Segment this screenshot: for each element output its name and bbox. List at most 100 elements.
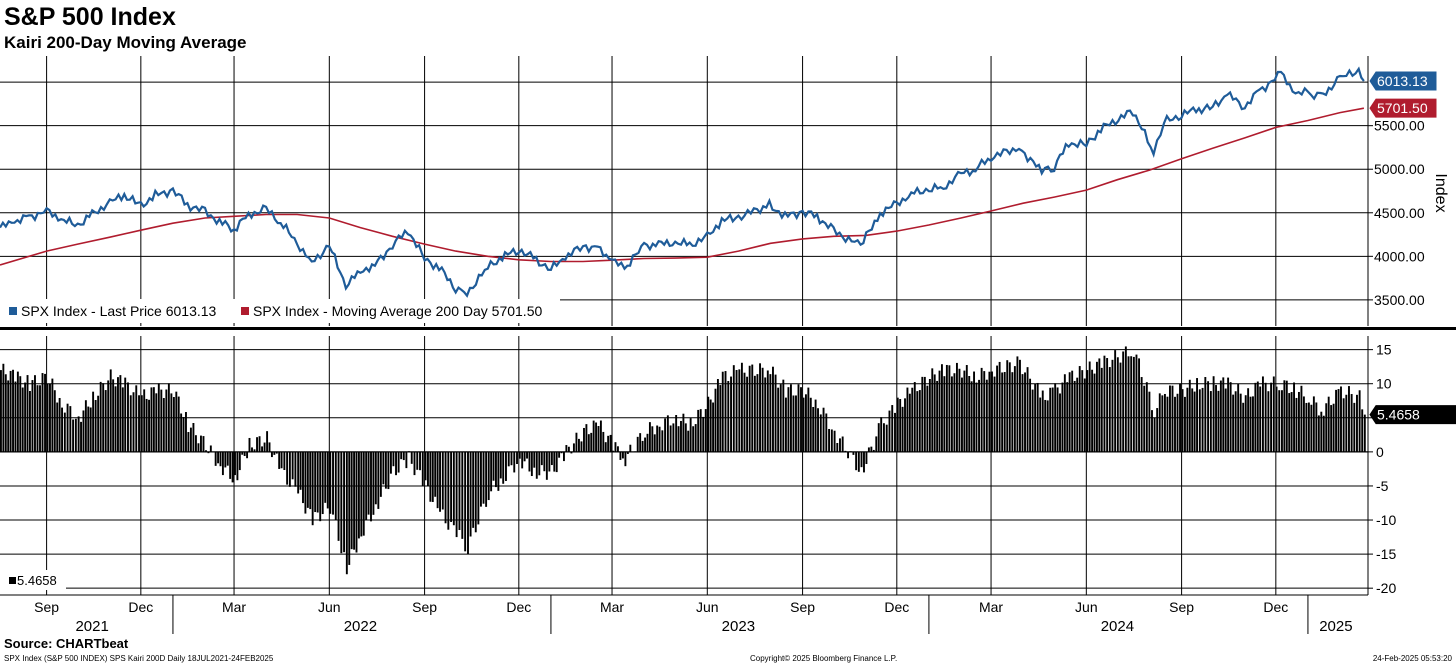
kairi-bar [641, 440, 644, 452]
kairi-bar [1026, 367, 1029, 452]
kairi-bar [1169, 385, 1171, 452]
kairi-bar [575, 432, 578, 452]
kairi-bar [1181, 389, 1184, 452]
kairi-bar [1307, 402, 1310, 452]
kairi-bar [666, 415, 669, 452]
kairi-bar [492, 451, 495, 481]
kairi-bar [1049, 387, 1052, 452]
kairi-bar [1217, 390, 1220, 452]
kairi-bar [28, 390, 31, 452]
kairi-bar [1130, 356, 1133, 452]
kairi-bar [140, 395, 143, 452]
kairi-bar [913, 382, 916, 452]
kairi-bar [291, 451, 294, 480]
kairi-bar [530, 451, 533, 477]
kairi-bar [616, 446, 619, 452]
kairi-bar [297, 451, 300, 494]
kairi-bar [1275, 386, 1278, 452]
kairi-bar [1254, 382, 1257, 452]
kairi-bar [461, 451, 464, 539]
kairi-bar [477, 451, 480, 525]
kairi-bar [852, 451, 855, 455]
kairi-bar [251, 447, 253, 452]
kairi-bar [207, 451, 210, 454]
kairi-bar [624, 451, 627, 467]
kairi-bar [400, 451, 403, 460]
kairi-bar [724, 371, 727, 452]
kairi-bar [1059, 393, 1061, 452]
kairi-bar [1356, 394, 1358, 452]
kairi-bar [875, 436, 878, 452]
kairi-bar [1124, 346, 1127, 452]
x-tick-label: Jun [1075, 599, 1098, 615]
kairi-bar [485, 451, 488, 507]
kairi-bar [405, 451, 408, 469]
kairi-bar [1191, 388, 1194, 452]
kairi-bar [69, 406, 72, 452]
kairi-bar [1068, 372, 1071, 452]
kairi-bar [253, 449, 256, 452]
kairi-bar [592, 420, 595, 452]
kairi-bar [495, 451, 497, 488]
kairi-bar [413, 451, 416, 476]
kairi-bar [1272, 376, 1275, 452]
kairi-bar [197, 443, 200, 452]
kairi-bar [797, 384, 800, 452]
kairi-bar [896, 397, 899, 452]
kairi-bar [814, 399, 817, 452]
kairi-bar [1300, 385, 1303, 452]
kairi-bar [326, 451, 329, 509]
kairi-bar [455, 451, 458, 538]
kairi-bar [241, 451, 244, 455]
kairi-bar [337, 451, 340, 541]
kairi-bar [1145, 382, 1148, 452]
kairi-bar [1103, 355, 1106, 452]
kairi-bar [382, 451, 385, 485]
kairi-bar [639, 433, 642, 452]
x-year-label: 2025 [1319, 618, 1352, 635]
kairi-bar [548, 451, 551, 472]
kairi-bar [46, 383, 49, 452]
kairi-bar [817, 408, 819, 452]
kairi-bar [538, 451, 541, 476]
copyright-note: Copyright© 2025 Bloomberg Finance L.P. [750, 654, 898, 663]
kairi-bar [87, 406, 90, 452]
kairi-bar [258, 436, 261, 452]
kairi-bar [528, 451, 531, 472]
kairi-bar [1158, 393, 1161, 452]
kairi-bar [830, 429, 833, 452]
kairi-bar [697, 409, 700, 452]
kairi-bar [631, 451, 634, 453]
kairi-bar [738, 369, 741, 452]
kairi-bar [9, 370, 12, 452]
kairi-bar [192, 423, 195, 452]
x-tick-label: Sep [412, 599, 437, 615]
kairi-bar [1186, 387, 1189, 452]
kairi-bar [766, 370, 769, 452]
kairi-bar [682, 413, 685, 452]
kairi-bar [1156, 408, 1159, 452]
kairi-bar [294, 451, 297, 487]
kairi-bar [1011, 372, 1014, 452]
kairi-bar [872, 449, 875, 452]
kairi-bar [844, 450, 847, 452]
kairi-bar [1196, 378, 1198, 452]
kairi-bar [916, 391, 919, 452]
kairi-bar [978, 379, 981, 452]
kairi-bar [885, 424, 888, 452]
kairi-bar [1358, 390, 1361, 452]
kairi-bar [933, 374, 936, 452]
kairi-bar [1021, 374, 1024, 452]
kairi-bar [479, 451, 482, 507]
kairi-bar [340, 451, 343, 554]
kairi-bar [545, 451, 548, 480]
x-tick-label: Jun [696, 599, 719, 615]
kairi-bar [2, 363, 5, 452]
x-tick-label: Mar [222, 599, 246, 615]
kairi-bar [1093, 373, 1096, 452]
kairi-bar [377, 451, 380, 509]
legend-entry: SPX Index - Last Price 6013.13 [21, 303, 217, 319]
kairi-bar [304, 451, 307, 514]
y-axis-title: Index [1432, 173, 1449, 212]
kairi-bar [189, 427, 192, 452]
